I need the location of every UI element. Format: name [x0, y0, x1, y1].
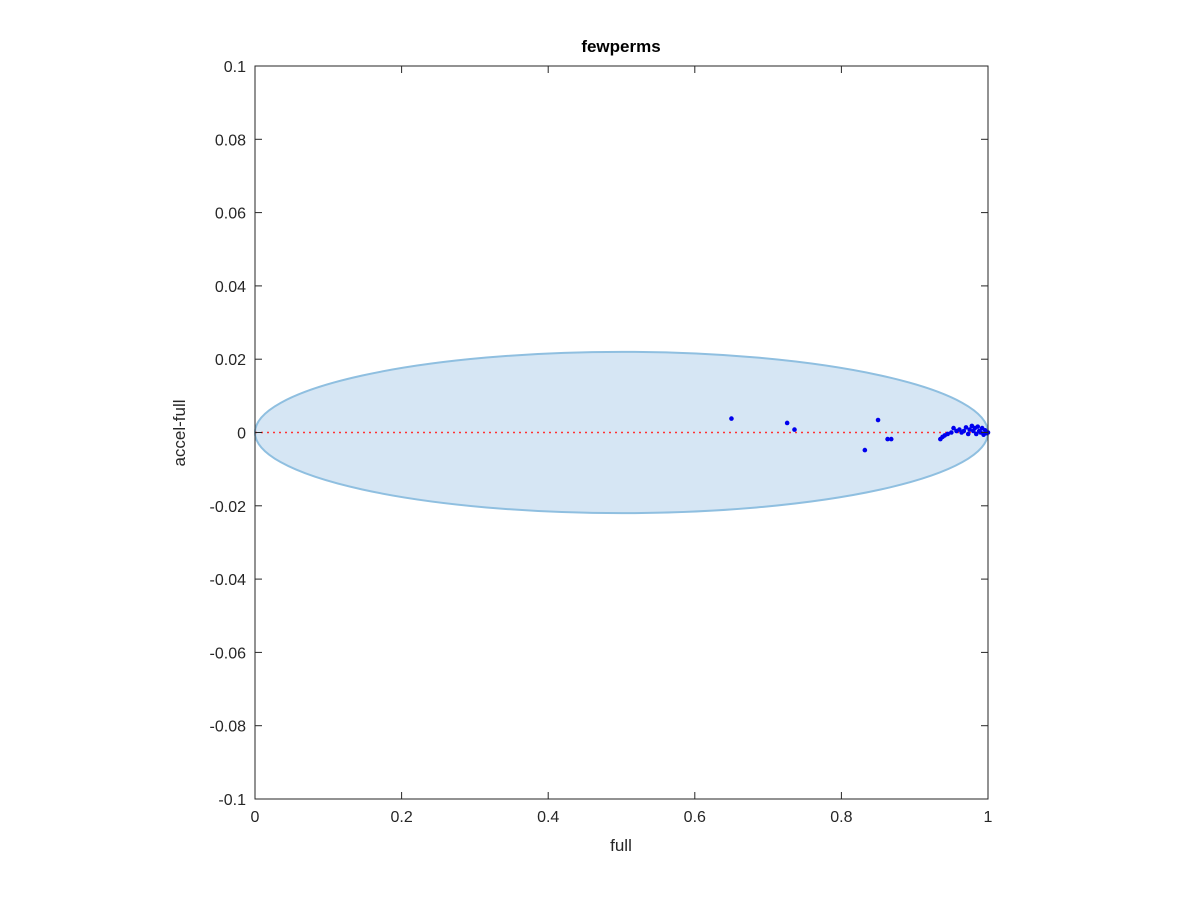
- y-tick-label: 0.02: [215, 352, 246, 369]
- x-axis-label: full: [610, 836, 632, 855]
- y-axis-label: accel-full: [170, 399, 189, 466]
- y-tick-label: -0.08: [210, 719, 247, 736]
- y-tick-label: -0.02: [210, 499, 247, 516]
- y-tick-label: 0.04: [215, 279, 246, 296]
- data-point: [792, 427, 797, 432]
- x-tick-label: 0.2: [390, 809, 412, 826]
- x-tick-label: 0: [251, 809, 260, 826]
- data-point: [961, 428, 967, 434]
- x-axis-ticks: 0 0.2 0.4 0.6 0.8 1: [251, 66, 993, 826]
- chart-title: fewperms: [581, 37, 660, 56]
- y-tick-label: 0.1: [224, 59, 246, 76]
- data-point: [888, 436, 894, 442]
- data-points-layer: [729, 416, 991, 453]
- y-tick-label: -0.04: [210, 572, 247, 589]
- x-tick-label: 0.4: [537, 809, 559, 826]
- data-point: [875, 417, 881, 423]
- data-point: [965, 431, 971, 437]
- data-point: [951, 425, 956, 431]
- data-point: [945, 431, 950, 437]
- x-tick-label: 0.6: [684, 809, 706, 826]
- data-point: [784, 420, 790, 426]
- y-axis-ticks: 0.1 0.08 0.06 0.04 0.02 0 -0.02 -0.04 -0.06 -0.08…: [210, 59, 988, 809]
- y-tick-label: 0.08: [215, 132, 246, 149]
- x-tick-label: 0.8: [830, 809, 852, 826]
- data-point: [885, 436, 890, 442]
- y-tick-label: 0.06: [215, 206, 246, 223]
- data-point: [949, 430, 954, 435]
- data-point: [975, 424, 981, 429]
- data-point: [729, 416, 734, 421]
- data-point: [963, 425, 969, 430]
- x-tick-label: 1: [984, 809, 993, 826]
- data-point: [967, 427, 972, 432]
- data-point: [973, 431, 979, 437]
- data-point: [862, 447, 868, 453]
- y-tick-label: -0.06: [210, 645, 247, 662]
- y-tick-label: 0: [237, 426, 246, 443]
- y-tick-label: -0.1: [218, 792, 246, 809]
